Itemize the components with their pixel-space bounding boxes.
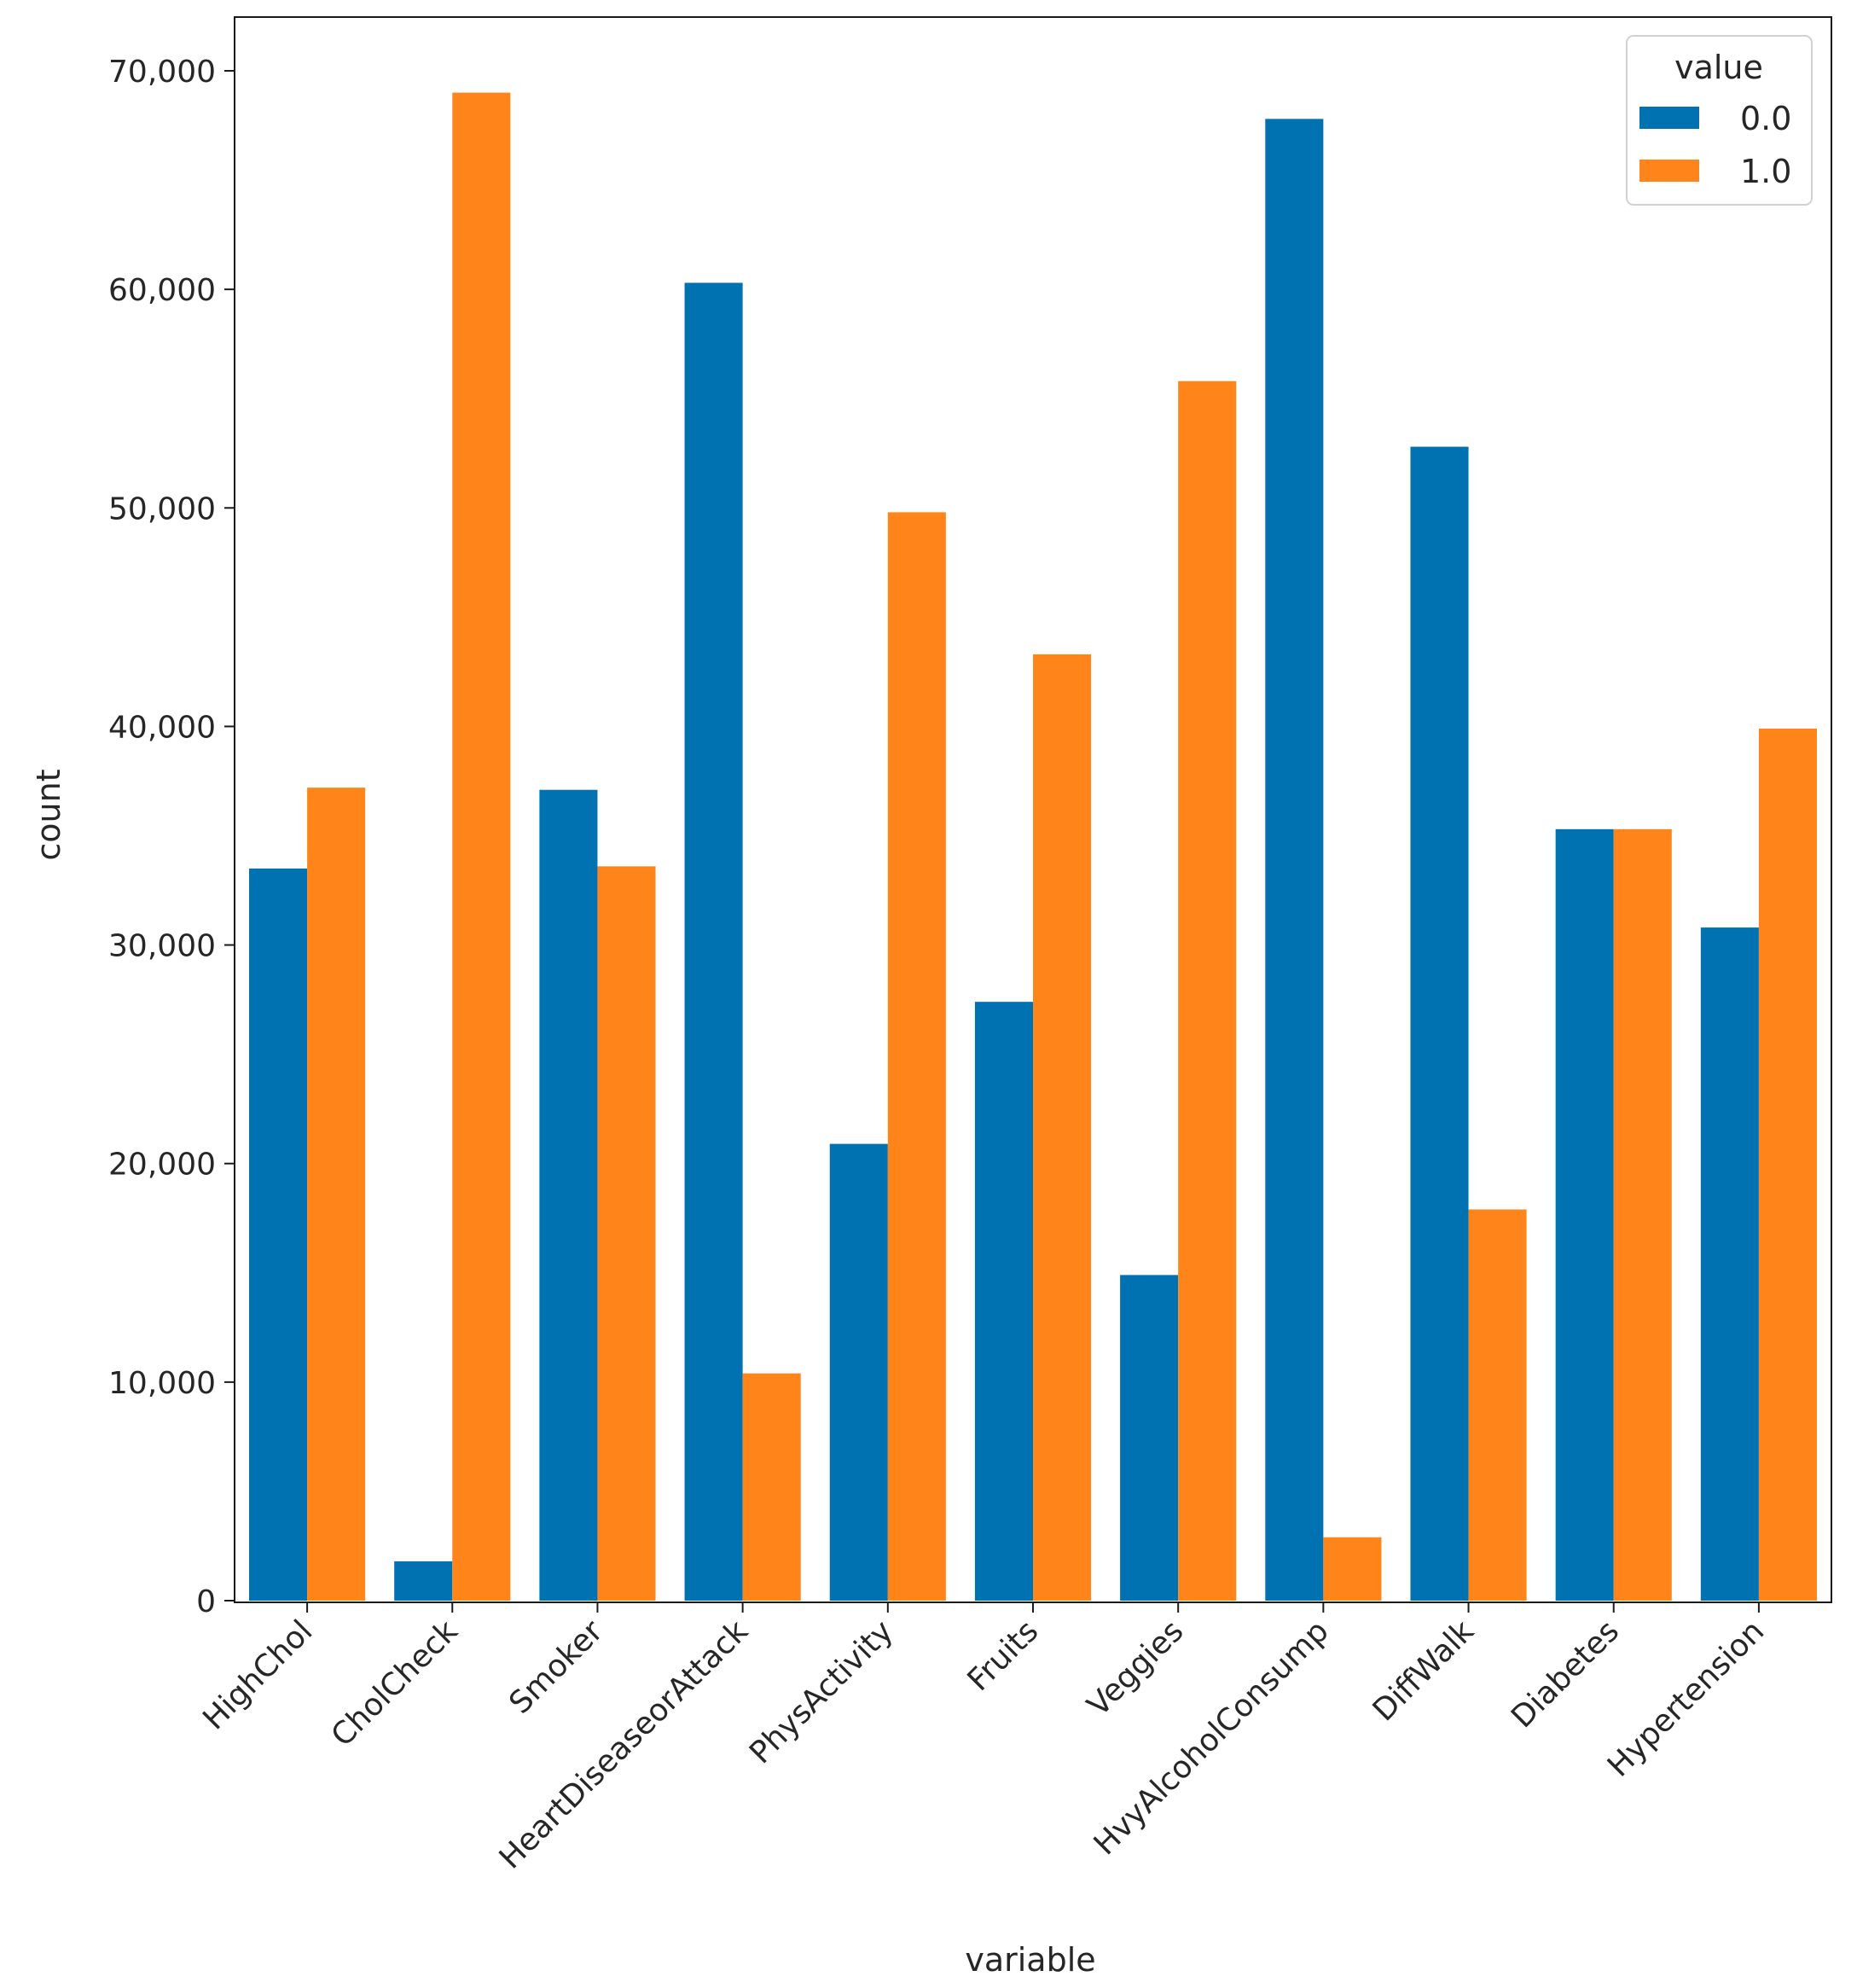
bars-group <box>249 92 1817 1601</box>
bar-Hypertension-series-1.0 <box>1758 728 1817 1601</box>
y-tick-label: 20,000 <box>108 1148 216 1183</box>
bar-HvyAlcoholConsump-series-0.0 <box>1265 119 1324 1601</box>
bar-CholCheck-series-1.0 <box>452 92 511 1601</box>
legend-swatch-0 <box>1639 107 1699 129</box>
bar-HighChol-series-1.0 <box>307 788 366 1601</box>
bar-DiffWalk-series-1.0 <box>1468 1209 1527 1601</box>
bar-PhysActivity-series-1.0 <box>887 512 946 1601</box>
bar-DiffWalk-series-0.0 <box>1410 446 1469 1601</box>
y-tick-label: 0 <box>196 1584 216 1619</box>
bar-Fruits-series-0.0 <box>974 1002 1033 1601</box>
bar-Hypertension-series-0.0 <box>1700 927 1759 1601</box>
legend-label-0: 0.0 <box>1740 100 1791 137</box>
bar-Veggies-series-1.0 <box>1178 381 1237 1601</box>
plot-frame <box>234 16 1832 1603</box>
y-tick-label: 40,000 <box>108 710 216 745</box>
x-axis-label: variable <box>965 1941 1095 1979</box>
bar-Diabetes-series-0.0 <box>1555 828 1614 1601</box>
y-tick-label: 70,000 <box>108 55 216 90</box>
bar-Veggies-series-0.0 <box>1120 1275 1179 1601</box>
y-tick-label: 10,000 <box>108 1366 216 1401</box>
bar-Fruits-series-1.0 <box>1033 654 1092 1601</box>
bar-Diabetes-series-1.0 <box>1613 828 1672 1601</box>
bar-PhysActivity-series-0.0 <box>829 1143 888 1601</box>
bar-Smoker-series-1.0 <box>597 866 656 1601</box>
bar-HighChol-series-0.0 <box>249 868 308 1601</box>
y-axis-ticks: 0 10,000 20,000 30,000 40,000 50,000 60,000 70,… <box>108 55 235 1619</box>
legend-label-1: 1.0 <box>1740 153 1791 190</box>
bar-Smoker-series-0.0 <box>539 789 598 1601</box>
y-tick-label: 30,000 <box>108 929 216 964</box>
legend-swatch-1 <box>1639 160 1699 182</box>
bar-HeartDiseaseorAttack-series-1.0 <box>742 1373 801 1601</box>
y-axis-label: count <box>30 769 67 860</box>
y-tick-label: 50,000 <box>108 491 216 526</box>
bar-HeartDiseaseorAttack-series-0.0 <box>684 282 743 1601</box>
legend-title: value <box>1674 49 1763 86</box>
y-tick-label: 60,000 <box>108 273 216 308</box>
bar-HvyAlcoholConsump-series-1.0 <box>1323 1537 1382 1601</box>
legend: value 0.0 1.0 <box>1626 35 1813 206</box>
bar-CholCheck-series-0.0 <box>394 1561 453 1601</box>
